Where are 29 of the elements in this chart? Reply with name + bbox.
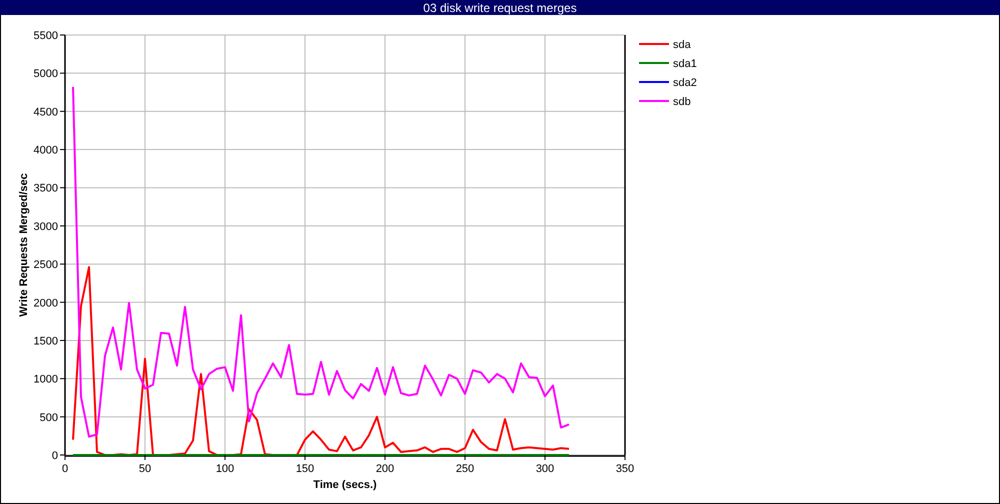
y-tick-label: 1500 bbox=[34, 335, 58, 348]
y-tick-label: 2500 bbox=[34, 259, 58, 272]
legend-label: sda2 bbox=[673, 77, 697, 89]
y-tick-label: 4000 bbox=[34, 144, 58, 157]
y-tick-label: 2000 bbox=[34, 297, 58, 310]
legend-label: sdb bbox=[673, 96, 691, 108]
legend-label: sda bbox=[673, 39, 692, 51]
x-tick-label: 200 bbox=[376, 463, 394, 475]
line-series bbox=[72, 86, 570, 438]
x-tick-label: 100 bbox=[216, 463, 234, 475]
y-tick-label: 5500 bbox=[34, 30, 58, 42]
y-tick-label: 3500 bbox=[34, 182, 58, 195]
chart-title: 03 disk write request merges bbox=[423, 1, 577, 15]
legend-label: sda1 bbox=[673, 58, 697, 70]
y-axis-title: Write Requests Merged/sec bbox=[18, 173, 30, 317]
y-tick-label: 3000 bbox=[34, 220, 58, 233]
x-tick-label: 150 bbox=[296, 463, 314, 475]
x-axis-title: Time (secs.) bbox=[313, 479, 378, 491]
y-tick-label: 0 bbox=[52, 450, 58, 462]
x-tick-label: 50 bbox=[138, 463, 152, 475]
y-tick-label: 1000 bbox=[34, 374, 58, 386]
y-tick-label: 5000 bbox=[34, 68, 58, 80]
x-tick-label: 300 bbox=[536, 463, 554, 475]
x-tick-label: 0 bbox=[62, 463, 68, 475]
y-tick-label: 4500 bbox=[34, 106, 58, 118]
x-tick-label: 250 bbox=[456, 463, 474, 475]
y-tick-label: 500 bbox=[40, 412, 58, 424]
x-tick-label: 350 bbox=[616, 463, 634, 475]
line-series bbox=[72, 266, 570, 456]
